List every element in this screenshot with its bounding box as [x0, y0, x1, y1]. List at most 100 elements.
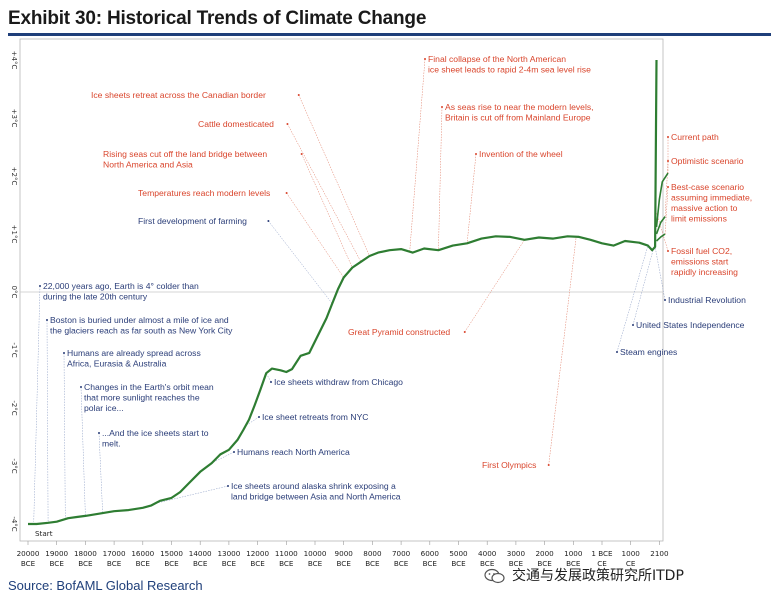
annotation-line: the glaciers reach as far south as New Y…	[50, 326, 233, 336]
annotation-label: Ice sheets around alaska shrink exposing…	[231, 481, 401, 502]
x-tick-label: 13000	[217, 549, 240, 558]
annotation-label: Fossil fuel CO2, emissions start rapidly i…	[671, 246, 738, 277]
y-tick-label: +2°C	[10, 167, 18, 186]
annotation-line: Cattle domesticated	[198, 119, 274, 129]
annotation-label: Great Pyramid constructed	[348, 327, 450, 337]
annotation-line: Great Pyramid constructed	[348, 327, 450, 337]
x-tick-era-label: BCE	[222, 559, 237, 568]
annotation-line: polar ice...	[84, 403, 124, 413]
annotation-line: Africa, Eurasia & Australia	[67, 359, 167, 369]
annotation-label: Invention of the wheel	[479, 149, 563, 159]
x-tick-label: 16000	[131, 549, 154, 558]
annotation-line: massive action to	[671, 203, 738, 213]
watermark: 交通与发展政策研究所ITDP	[484, 565, 684, 585]
annotation-label: Final collapse of the North American ice …	[428, 54, 591, 75]
annotation-dot	[441, 106, 443, 108]
annotation-dot	[267, 220, 270, 222]
annotation-leader	[46, 319, 49, 522]
annotation-line: Ice sheets retreat across the Canadian b…	[91, 90, 266, 100]
x-tick-era-label: BCE	[480, 559, 495, 568]
annotation-leader	[464, 239, 525, 333]
annotation-dot	[664, 299, 666, 301]
x-tick-label: 3000	[507, 549, 526, 558]
annotation-line: Optimistic scenario	[671, 156, 744, 166]
annotation-leader	[301, 153, 353, 268]
annotation-label: First development of farming	[138, 216, 247, 226]
annotation-label: United States Independence	[636, 320, 745, 330]
annotation-line: Steam engines	[620, 347, 677, 357]
annotation-dot	[258, 416, 260, 418]
x-tick-label: 8000	[363, 549, 382, 558]
annotation-line: ...And the ice sheets start to	[102, 428, 209, 438]
annotation-label: Optimistic scenario	[671, 156, 744, 166]
x-tick-label: 2100	[650, 549, 669, 558]
x-tick-label: 5000	[449, 549, 468, 558]
y-tick-label: -1°C	[10, 342, 18, 357]
annotation-line: 22,000 years ago, Earth is 4° colder tha…	[43, 281, 199, 291]
x-tick-era-label: BCE	[107, 559, 122, 568]
annotation-leader	[98, 432, 103, 513]
x-tick-era-label: BCE	[78, 559, 93, 568]
scenario-line	[655, 233, 666, 242]
annotation-line: that more sunlight reaches the	[84, 393, 200, 403]
annotation-dot	[667, 160, 669, 162]
annotation-line: melt.	[102, 439, 121, 449]
x-tick-era-label: BCE	[193, 559, 208, 568]
annotation-leader	[286, 192, 344, 278]
annotation-line: Ice sheets around alaska shrink exposing…	[231, 481, 396, 491]
annotation-line: Best-case scenario	[671, 182, 744, 192]
series-lines	[28, 59, 669, 526]
annotation-dot	[424, 58, 426, 60]
y-tick-label: -2°C	[10, 400, 18, 415]
x-tick-label: 15000	[160, 549, 183, 558]
annotation-label: Humans are already spread across Africa, …	[67, 348, 201, 369]
x-tick-label: 1000	[622, 549, 641, 558]
annotation-label: 22,000 years ago, Earth is 4° colder tha…	[43, 281, 199, 302]
scenario-line	[655, 216, 666, 235]
annotation-dot	[39, 285, 41, 287]
annotation-line: Rising seas cut off the land bridge betw…	[103, 149, 267, 159]
y-tick-label: -3°C	[10, 458, 18, 473]
x-tick-era-label: BCE	[337, 559, 352, 568]
annotation-line: rapidly increasing	[671, 267, 738, 277]
annotation-line: Humans are already spread across	[67, 348, 201, 358]
annotation-leader	[63, 352, 66, 520]
annotation-line: Ice sheets withdraw from Chicago	[274, 377, 403, 387]
x-tick-era-label: BCE	[136, 559, 151, 568]
annotation-label: Ice sheet retreats from NYC	[262, 412, 369, 422]
x-tick-era-label: BCE	[509, 559, 524, 568]
x-tick-era-label: BCE	[164, 559, 179, 568]
annotation-dot	[616, 351, 618, 353]
annotation-line: Ice sheet retreats from NYC	[262, 412, 369, 422]
annotation-dot	[233, 451, 235, 453]
start-label: Start	[35, 529, 53, 538]
annotation-line: Final collapse of the North American	[428, 54, 566, 64]
annotation-label: Humans reach North America	[237, 447, 350, 457]
x-tick-label: 2000	[535, 549, 554, 558]
x-tick-era-label: BCE	[50, 559, 65, 568]
y-tick-label: +3°C	[10, 109, 18, 128]
annotation-dot	[285, 192, 288, 194]
x-tick-label: 6000	[421, 549, 440, 558]
annotation-label: Changes in the Earth's orbit mean that mo…	[84, 382, 214, 413]
annotation-line: First Olympics	[482, 460, 536, 470]
annotation-dot	[667, 250, 669, 252]
annotation-dot	[475, 153, 477, 155]
source-note: Source: BofAML Global Research	[8, 578, 203, 593]
annotation-dot	[46, 319, 48, 321]
annotation-line: emissions start	[671, 257, 729, 267]
x-tick-era-label: BCE	[394, 559, 409, 568]
x-tick-era-label: BCE	[423, 559, 438, 568]
x-tick-label: 10000	[304, 549, 327, 558]
annotation-label: Steam engines	[620, 347, 677, 357]
x-tick-label: 4000	[478, 549, 497, 558]
annotation-dot	[667, 136, 669, 138]
x-tick-era-label: BCE	[279, 559, 294, 568]
x-tick-era-label: BCE	[451, 559, 466, 568]
x-tick-era-label: BCE	[537, 559, 552, 568]
x-tick-label: 18000	[74, 549, 97, 558]
annotation-leader	[287, 123, 362, 262]
annotation-label: Temperatures reach modern levels	[138, 188, 270, 198]
annotation-line: assuming immediate,	[671, 193, 752, 203]
